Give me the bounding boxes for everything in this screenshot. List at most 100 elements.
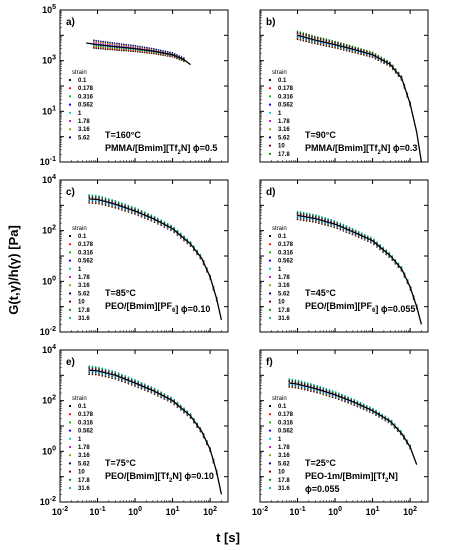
legend-label: 3.16 — [78, 453, 90, 459]
x-tick-label-exp: 1 — [176, 506, 180, 513]
series-10 — [296, 31, 411, 104]
x-tick-label-base: 10 — [52, 507, 62, 517]
legend-label: 0.316 — [78, 94, 94, 100]
x-tick-label: 10-1 — [89, 506, 105, 517]
y-tick-label-exp: -2 — [50, 326, 56, 333]
data-point — [121, 373, 123, 376]
material-label-part: PF — [161, 301, 173, 311]
legend-label: 3.16 — [278, 127, 290, 133]
data-point — [390, 419, 393, 422]
data-point — [171, 52, 174, 54]
data-point — [137, 380, 140, 382]
data-point — [387, 417, 390, 419]
legend-label: 5.62 — [278, 135, 290, 141]
data-point — [333, 219, 335, 222]
data-point — [153, 215, 156, 218]
data-point — [308, 212, 311, 215]
legend-label: 0.1 — [278, 404, 287, 410]
legend-marker — [68, 259, 72, 262]
legend-label: 31.6 — [278, 486, 290, 492]
legend-marker — [68, 111, 72, 114]
data-point — [357, 230, 360, 233]
data-point — [344, 394, 346, 397]
material-label-part: ] ϕ=0.3 — [387, 143, 417, 153]
data-point — [353, 398, 356, 401]
legend-marker — [68, 462, 72, 465]
legend-label: 1 — [78, 437, 82, 443]
series-0.316 — [288, 384, 411, 449]
data-point — [297, 379, 300, 382]
data-point — [153, 48, 155, 50]
series-3.16 — [93, 40, 185, 60]
data-point — [310, 383, 312, 385]
data-point — [330, 218, 332, 221]
legend-label: 17.8 — [278, 478, 290, 484]
material-label: PEO-1m/[Bmim][Tf2N] — [305, 471, 398, 484]
legend-label: 0.562 — [278, 429, 294, 435]
data-point — [193, 417, 195, 420]
data-point — [160, 219, 162, 221]
series-31.6 — [88, 365, 218, 472]
x-tick-label-exp: 0 — [138, 506, 142, 513]
data-point — [166, 51, 169, 53]
x-tick-label: 10-2 — [252, 506, 268, 517]
data-point — [337, 392, 340, 395]
data-point — [363, 233, 366, 236]
data-point — [342, 43, 345, 45]
data-point — [356, 400, 359, 402]
y-tick-label-base: 10 — [42, 106, 52, 116]
data-point — [93, 44, 95, 47]
data-point — [143, 46, 146, 49]
data-point — [384, 415, 387, 418]
series-0.562 — [88, 199, 218, 301]
x-tick-label-base: 10 — [328, 507, 338, 517]
data-point — [351, 45, 354, 48]
data-point — [163, 220, 166, 223]
data-point — [322, 386, 325, 389]
data-point — [178, 55, 181, 57]
material-label-part: Tf — [369, 143, 378, 153]
legend-marker — [68, 421, 72, 424]
legend-marker — [68, 404, 72, 408]
data-point — [345, 225, 348, 227]
legend-marker — [68, 300, 72, 303]
data-point — [123, 43, 125, 46]
legend-label: 0.1 — [78, 234, 87, 240]
panels: 10510310110-1a)strain0.10.1780.3160.5621… — [40, 4, 429, 517]
legend-marker — [268, 259, 272, 262]
data-point — [325, 38, 328, 41]
legend-label: 10 — [278, 470, 285, 476]
data-point — [163, 392, 166, 395]
legend-marker — [268, 87, 272, 90]
legend-marker — [268, 284, 272, 287]
legend-marker — [268, 462, 272, 465]
model-line — [89, 198, 223, 321]
data-point — [176, 54, 178, 56]
data-point — [173, 226, 176, 229]
x-tick-label: 100 — [328, 506, 342, 517]
y-tick-label-base: 10 — [42, 226, 52, 236]
data-point — [385, 249, 387, 251]
data-point — [140, 209, 143, 212]
series-0.316 — [93, 44, 185, 62]
legend-marker — [68, 275, 72, 279]
y-tick-label: 105 — [42, 4, 56, 15]
legend-label: 17.8 — [78, 308, 90, 314]
data-point — [199, 253, 202, 256]
legend-marker — [68, 486, 72, 490]
data-point — [351, 227, 354, 230]
data-point — [117, 201, 120, 203]
data-point — [94, 194, 97, 197]
data-point — [374, 53, 377, 55]
y-tick-label-exp: 1 — [52, 105, 56, 112]
material-label-part: PF — [361, 301, 373, 311]
y-tick-label-exp: 2 — [52, 225, 56, 232]
legend-marker — [268, 404, 272, 408]
data-point — [186, 238, 189, 240]
data-point — [104, 197, 107, 199]
legend-marker — [68, 95, 72, 98]
x-axis-title: t [s] — [216, 530, 240, 545]
material-label-part: ] ϕ=0.10 — [175, 304, 210, 314]
data-point — [94, 366, 97, 368]
